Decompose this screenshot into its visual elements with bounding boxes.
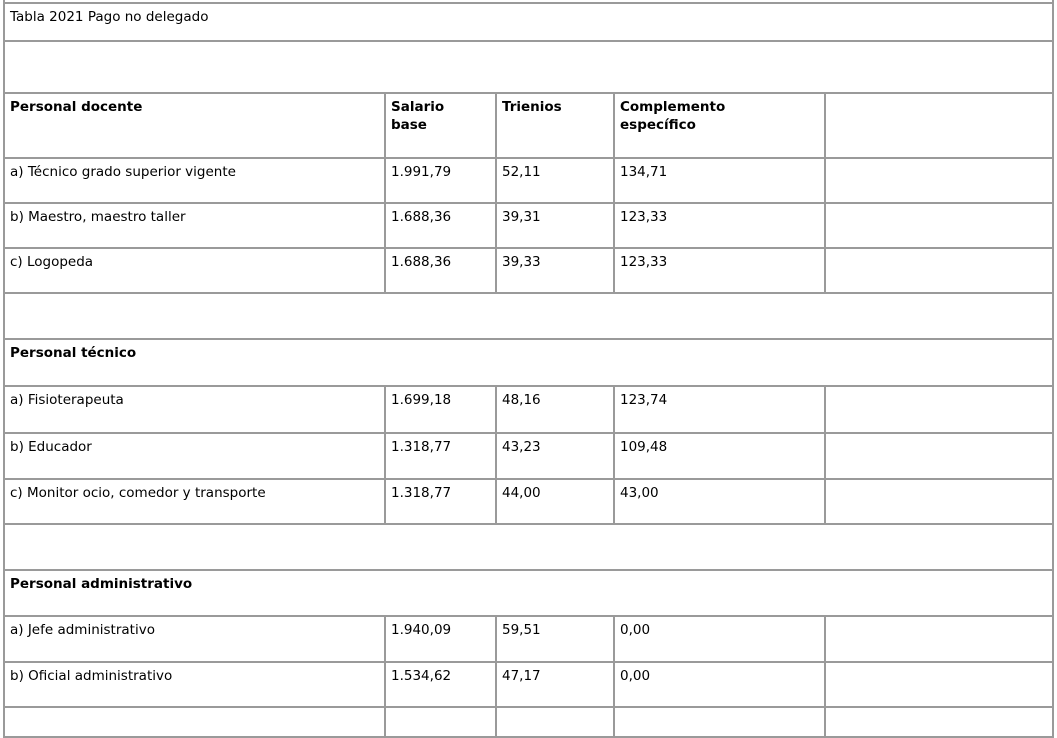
row-label: a) Técnico grado superior vigente: [3, 157, 386, 204]
table-row: b) Maestro, maestro taller 1.688,36 39,3…: [3, 202, 1055, 249]
table-row: b) Oficial administrativo 1.534,62 47,17…: [3, 661, 1055, 708]
trienios-cell: 39,33: [495, 247, 615, 294]
salario-base-cell: 1.688,36: [384, 202, 497, 249]
spacer-cell: [2, 523, 1055, 571]
cutoff-cell: [613, 706, 826, 738]
section-heading-personal-administrativo: Personal administrativo: [2, 569, 1055, 617]
row-label: b) Oficial administrativo: [3, 661, 386, 708]
row-label: b) Maestro, maestro taller: [3, 202, 386, 249]
table-row: c) Logopeda 1.688,36 39,33 123,33: [3, 247, 1055, 294]
extra-cell: [823, 432, 1055, 480]
complemento-cell: 0,00: [613, 615, 826, 663]
extra-cell: [823, 202, 1055, 249]
trienios-cell: 59,51: [495, 615, 615, 663]
salario-base-cell: 1.699,18: [384, 385, 497, 434]
spacer-row: [2, 523, 1055, 571]
salario-base-cell: 1.940,09: [384, 615, 497, 663]
cutoff-row-bottom: [3, 706, 1055, 738]
cutoff-row-top: [2, 0, 1055, 4]
row-label: c) Monitor ocio, comedor y transporte: [3, 478, 386, 525]
complemento-cell: 109,48: [613, 432, 826, 480]
spacer-cell: [2, 40, 1055, 94]
complemento-cell: 123,74: [613, 385, 826, 434]
column-header-salario-base: Salario base: [384, 92, 497, 159]
salario-base-cell: 1.318,77: [384, 478, 497, 525]
table-row: c) Monitor ocio, comedor y transporte 1.…: [3, 478, 1055, 525]
trienios-cell: 39,31: [495, 202, 615, 249]
trienios-cell: 52,11: [495, 157, 615, 204]
cutoff-cell: [384, 706, 497, 738]
complemento-cell: 123,33: [613, 202, 826, 249]
section-heading-personal-tecnico: Personal técnico: [2, 338, 1055, 387]
row-label: a) Jefe administrativo: [3, 615, 386, 663]
complemento-cell: 123,33: [613, 247, 826, 294]
trienios-cell: 44,00: [495, 478, 615, 525]
salario-base-cell: 1.991,79: [384, 157, 497, 204]
extra-cell: [823, 661, 1055, 708]
section-heading-row: Personal técnico: [2, 338, 1055, 387]
trienios-cell: 47,17: [495, 661, 615, 708]
column-header-trienios: Trienios: [495, 92, 615, 159]
spacer-row: [2, 292, 1055, 340]
column-header-empty: [823, 92, 1055, 159]
extra-cell: [823, 247, 1055, 294]
trienios-cell: 48,16: [495, 385, 615, 434]
cutoff-cell: [823, 706, 1055, 738]
complemento-cell: 43,00: [613, 478, 826, 525]
row-label: c) Logopeda: [3, 247, 386, 294]
cutoff-cell: [2, 0, 1055, 4]
salario-base-cell: 1.534,62: [384, 661, 497, 708]
complemento-cell: 0,00: [613, 661, 826, 708]
row-label: a) Fisioterapeuta: [3, 385, 386, 434]
extra-cell: [823, 157, 1055, 204]
title-row: Tabla 2021 Pago no delegado: [2, 2, 1055, 42]
section-heading-row: Personal administrativo: [2, 569, 1055, 617]
column-header-row: Personal docente Salario base Trienios C…: [3, 92, 1055, 159]
cutoff-cell: [495, 706, 615, 738]
trienios-cell: 43,23: [495, 432, 615, 480]
extra-cell: [823, 385, 1055, 434]
table-row: a) Fisioterapeuta 1.699,18 48,16 123,74: [3, 385, 1055, 434]
salario-base-cell: 1.688,36: [384, 247, 497, 294]
extra-cell: [823, 615, 1055, 663]
table-title: Tabla 2021 Pago no delegado: [2, 2, 1055, 42]
salario-base-cell: 1.318,77: [384, 432, 497, 480]
table-row: b) Educador 1.318,77 43,23 109,48: [3, 432, 1055, 480]
cutoff-cell: [3, 706, 386, 738]
extra-cell: [823, 478, 1055, 525]
column-header-complemento: Complemento específico: [613, 92, 826, 159]
table-row: a) Jefe administrativo 1.940,09 59,51 0,…: [3, 615, 1055, 663]
complemento-cell: 134,71: [613, 157, 826, 204]
spacer-row: [2, 40, 1055, 94]
row-label: b) Educador: [3, 432, 386, 480]
column-header-personal-docente: Personal docente: [3, 92, 386, 159]
table-row: a) Técnico grado superior vigente 1.991,…: [3, 157, 1055, 204]
spacer-cell: [2, 292, 1055, 340]
